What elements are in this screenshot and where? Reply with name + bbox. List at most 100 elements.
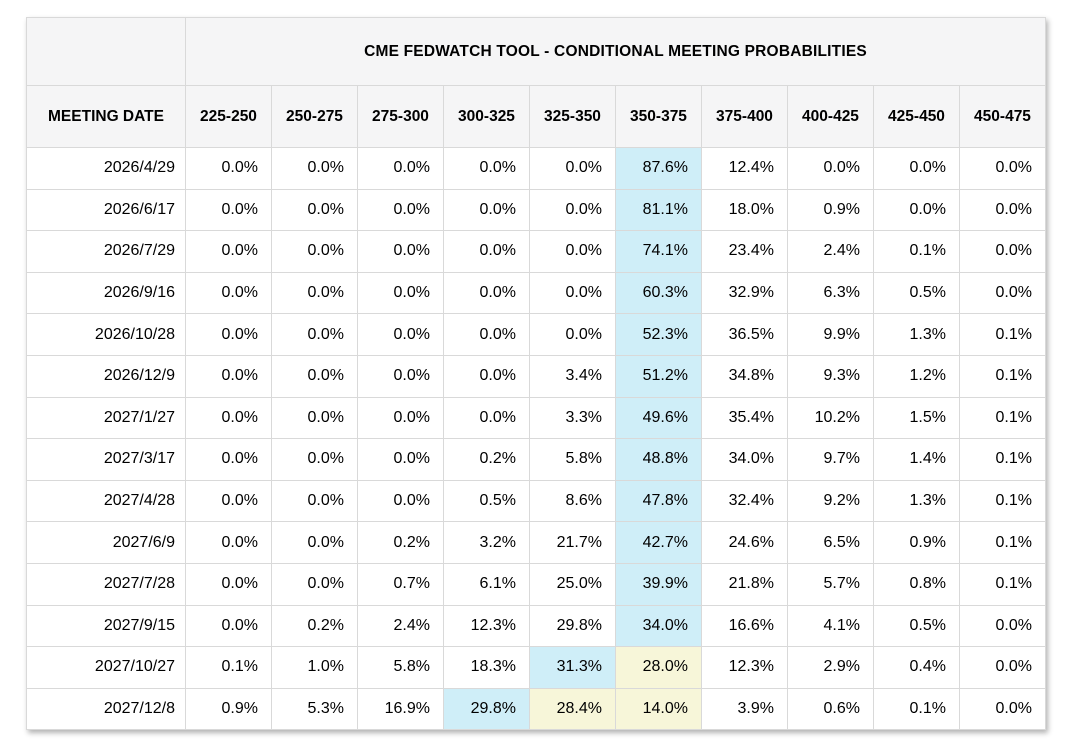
probability-cell: 0.0% <box>271 479 358 523</box>
probability-cell: 0.0% <box>271 188 358 232</box>
probability-cell: 0.7% <box>357 562 444 606</box>
probability-cell: 81.1% <box>615 188 702 232</box>
probability-cell: 16.9% <box>357 687 444 731</box>
probability-cell: 0.0% <box>357 147 444 190</box>
meeting-date-cell: 2027/6/9 <box>26 521 186 564</box>
meeting-date-cell: 2026/4/29 <box>26 147 186 190</box>
probability-cell: 12.3% <box>701 646 788 689</box>
probability-cell: 0.0% <box>185 521 272 564</box>
rate-range-header: 250-275 <box>271 85 358 148</box>
probability-cell: 35.4% <box>701 396 788 440</box>
rate-range-header: 350-375 <box>615 85 702 148</box>
probability-cell: 0.0% <box>787 147 874 190</box>
probability-cell: 0.0% <box>959 230 1046 273</box>
probability-cell: 5.8% <box>357 646 444 689</box>
probability-cell: 9.3% <box>787 354 874 398</box>
probability-cell: 2.4% <box>787 230 874 273</box>
table-row: 2027/7/28 0.0% 0.0% 0.7% 6.1% 25.0% 39.9% 21.8%… <box>26 562 1046 606</box>
probability-cell: 0.9% <box>787 188 874 232</box>
probability-cell: 60.3% <box>615 271 702 315</box>
probability-cell: 0.0% <box>185 562 272 606</box>
meeting-date-cell: 2027/7/28 <box>26 562 186 606</box>
probability-cell: 0.0% <box>271 147 358 190</box>
probability-cell: 51.2% <box>615 354 702 398</box>
probability-cell: 0.0% <box>357 396 444 440</box>
probability-cell: 9.2% <box>787 479 874 523</box>
rate-range-header: 275-300 <box>357 85 444 148</box>
probability-cell: 0.0% <box>185 479 272 523</box>
probability-cell: 0.0% <box>185 438 272 481</box>
probability-cell: 5.8% <box>529 438 616 481</box>
probability-cell: 0.0% <box>529 271 616 315</box>
probability-cell: 0.5% <box>873 604 960 648</box>
table-row: 2026/7/29 0.0% 0.0% 0.0% 0.0% 0.0% 74.1% 23.4% 2… <box>26 230 1046 273</box>
table-row: 2027/10/27 0.1% 1.0% 5.8% 18.3% 31.3% 28.0% 12.… <box>26 646 1046 689</box>
probability-cell: 36.5% <box>701 313 788 356</box>
probability-cell: 1.5% <box>873 396 960 440</box>
rate-range-header: 400-425 <box>787 85 874 148</box>
probability-cell: 1.4% <box>873 438 960 481</box>
probability-cell: 0.0% <box>185 396 272 440</box>
probability-cell: 0.0% <box>529 147 616 190</box>
probability-cell: 0.0% <box>443 271 530 315</box>
probability-cell: 6.5% <box>787 521 874 564</box>
probability-cell: 2.4% <box>357 604 444 648</box>
probability-cell: 0.0% <box>185 147 272 190</box>
probability-cell: 0.0% <box>959 147 1046 190</box>
probability-cell: 0.1% <box>873 230 960 273</box>
probability-cell: 24.6% <box>701 521 788 564</box>
probability-cell: 28.4% <box>529 687 616 731</box>
probability-cell: 0.1% <box>873 687 960 731</box>
probability-cell: 0.1% <box>959 438 1046 481</box>
probability-cell: 0.0% <box>271 396 358 440</box>
probability-cell: 0.0% <box>357 271 444 315</box>
probability-cell: 12.4% <box>701 147 788 190</box>
probability-cell: 87.6% <box>615 147 702 190</box>
table-row: 2027/12/8 0.9% 5.3% 16.9% 29.8% 28.4% 14.0% 3.9… <box>26 687 1046 731</box>
probability-cell: 1.3% <box>873 313 960 356</box>
probability-cell: 0.4% <box>873 646 960 689</box>
probability-cell: 0.0% <box>959 188 1046 232</box>
meeting-date-cell: 2027/3/17 <box>26 438 186 481</box>
probability-cell: 0.0% <box>443 188 530 232</box>
column-header-row: MEETING DATE 225-250 250-275 275-300 300-32… <box>26 85 1046 148</box>
probability-cell: 0.0% <box>271 313 358 356</box>
probability-cell: 0.0% <box>271 271 358 315</box>
probability-cell: 0.0% <box>271 230 358 273</box>
probability-cell: 0.0% <box>529 313 616 356</box>
probability-cell: 16.6% <box>701 604 788 648</box>
probability-cell: 6.1% <box>443 562 530 606</box>
rate-range-header: 225-250 <box>185 85 272 148</box>
probability-cell: 0.0% <box>357 230 444 273</box>
probability-cell: 0.8% <box>873 562 960 606</box>
probability-cell: 3.2% <box>443 521 530 564</box>
probability-cell: 0.2% <box>357 521 444 564</box>
probability-cell: 5.7% <box>787 562 874 606</box>
probability-cell: 18.0% <box>701 188 788 232</box>
probability-cell: 0.5% <box>443 479 530 523</box>
probability-cell: 0.1% <box>959 479 1046 523</box>
rate-range-header: 450-475 <box>959 85 1046 148</box>
probability-cell: 0.1% <box>959 521 1046 564</box>
probability-cell: 0.0% <box>185 604 272 648</box>
probability-cell: 34.8% <box>701 354 788 398</box>
meeting-date-cell: 2027/9/15 <box>26 604 186 648</box>
table-row: 2027/6/9 0.0% 0.0% 0.2% 3.2% 21.7% 42.7% 24.6% 6… <box>26 521 1046 564</box>
table-row: 2026/6/17 0.0% 0.0% 0.0% 0.0% 0.0% 81.1% 18.0% 0… <box>26 188 1046 232</box>
probability-cell: 9.9% <box>787 313 874 356</box>
table-row: 2026/9/16 0.0% 0.0% 0.0% 0.0% 0.0% 60.3% 32.9% 6… <box>26 271 1046 315</box>
meeting-date-cell: 2026/9/16 <box>26 271 186 315</box>
probability-cell: 0.1% <box>959 313 1046 356</box>
meeting-date-cell: 2027/10/27 <box>26 646 186 689</box>
probability-cell: 0.0% <box>873 188 960 232</box>
probability-cell: 0.0% <box>443 313 530 356</box>
table-row: 2026/10/28 0.0% 0.0% 0.0% 0.0% 0.0% 52.3% 36.5%… <box>26 313 1046 356</box>
probability-cell: 0.0% <box>529 230 616 273</box>
probability-cell: 32.4% <box>701 479 788 523</box>
probability-cell: 47.8% <box>615 479 702 523</box>
rate-range-header: 300-325 <box>443 85 530 148</box>
table-row: 2027/3/17 0.0% 0.0% 0.0% 0.2% 5.8% 48.8% 34.0% 9… <box>26 438 1046 481</box>
probability-cell: 8.6% <box>529 479 616 523</box>
probability-cell: 0.0% <box>357 479 444 523</box>
probability-cell: 0.0% <box>443 354 530 398</box>
